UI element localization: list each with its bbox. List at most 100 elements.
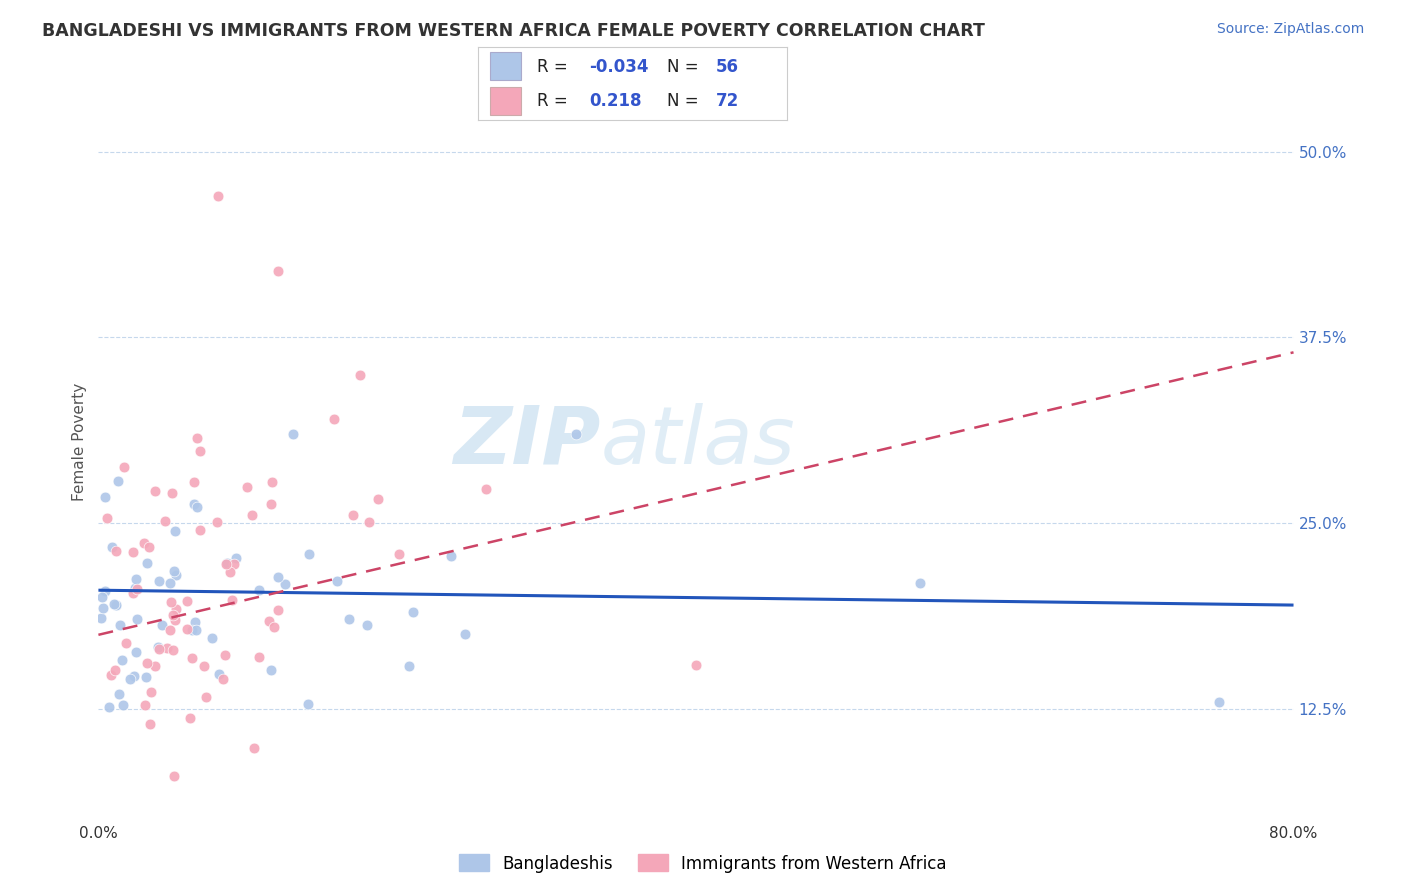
Point bbox=[225, 550, 247, 565]
Point bbox=[118, 673, 141, 687]
Point bbox=[160, 595, 183, 609]
Point bbox=[96, 511, 118, 525]
FancyBboxPatch shape bbox=[491, 87, 522, 114]
Point bbox=[176, 623, 198, 637]
Point bbox=[201, 631, 224, 645]
Point bbox=[138, 717, 160, 731]
Y-axis label: Female Poverty: Female Poverty bbox=[72, 383, 87, 500]
Point bbox=[183, 497, 205, 511]
Point bbox=[367, 491, 389, 506]
Point bbox=[193, 659, 215, 673]
Point bbox=[186, 623, 208, 637]
Point bbox=[181, 623, 204, 637]
Point bbox=[908, 575, 931, 590]
Point bbox=[143, 483, 166, 498]
Point bbox=[111, 653, 134, 667]
Point bbox=[127, 582, 149, 596]
Point bbox=[122, 586, 145, 600]
Point bbox=[356, 617, 378, 632]
Point bbox=[124, 581, 146, 595]
Point bbox=[125, 645, 148, 659]
Point bbox=[274, 576, 297, 591]
Point bbox=[242, 741, 264, 756]
Text: Source: ZipAtlas.com: Source: ZipAtlas.com bbox=[1216, 22, 1364, 37]
Point bbox=[260, 475, 283, 490]
Point bbox=[260, 497, 283, 511]
Point bbox=[143, 658, 166, 673]
Point bbox=[132, 536, 155, 550]
Point bbox=[104, 543, 127, 558]
Text: N =: N = bbox=[666, 58, 703, 76]
Point bbox=[156, 640, 179, 655]
Point bbox=[159, 576, 181, 591]
Point bbox=[176, 594, 198, 608]
Point bbox=[267, 603, 290, 617]
Point bbox=[165, 524, 187, 538]
Point bbox=[93, 490, 115, 504]
Point bbox=[165, 567, 187, 582]
Point bbox=[114, 636, 136, 650]
Text: atlas: atlas bbox=[600, 402, 796, 481]
Point bbox=[205, 516, 228, 530]
Point bbox=[181, 651, 204, 665]
Point bbox=[150, 618, 173, 632]
Point bbox=[183, 475, 205, 489]
FancyBboxPatch shape bbox=[491, 53, 522, 80]
Point bbox=[134, 698, 156, 713]
Point bbox=[183, 615, 205, 630]
Point bbox=[211, 673, 233, 687]
Point bbox=[112, 459, 135, 474]
Point bbox=[267, 263, 290, 277]
Point bbox=[108, 687, 131, 701]
Point bbox=[219, 565, 242, 579]
Text: R =: R = bbox=[537, 92, 572, 110]
Point bbox=[122, 544, 145, 558]
Point bbox=[101, 540, 124, 554]
Text: -0.034: -0.034 bbox=[589, 58, 650, 76]
Point bbox=[90, 611, 112, 625]
Text: 72: 72 bbox=[716, 92, 740, 110]
Point bbox=[247, 650, 270, 665]
Point bbox=[298, 547, 321, 561]
Point bbox=[236, 480, 259, 494]
Point bbox=[247, 583, 270, 598]
Point bbox=[214, 648, 236, 662]
Point bbox=[398, 659, 420, 673]
Point bbox=[322, 411, 344, 425]
Point bbox=[402, 605, 425, 619]
Point bbox=[260, 663, 283, 677]
Point bbox=[105, 598, 128, 612]
Point bbox=[162, 608, 184, 623]
Point bbox=[107, 474, 129, 488]
Text: 0.218: 0.218 bbox=[589, 92, 643, 110]
Point bbox=[186, 431, 208, 445]
Point bbox=[263, 620, 285, 634]
Point bbox=[146, 640, 169, 654]
Point bbox=[125, 573, 148, 587]
Point bbox=[155, 514, 177, 528]
Point bbox=[685, 657, 707, 672]
Point bbox=[139, 685, 162, 699]
Point bbox=[162, 486, 184, 500]
Point bbox=[136, 556, 159, 570]
Point bbox=[105, 598, 128, 612]
Point bbox=[454, 626, 477, 640]
Point bbox=[1208, 695, 1230, 709]
Point bbox=[208, 667, 231, 681]
Text: 56: 56 bbox=[716, 58, 740, 76]
Point bbox=[165, 602, 187, 616]
Point bbox=[357, 516, 380, 530]
Point bbox=[162, 643, 184, 657]
Point bbox=[349, 368, 371, 382]
Point bbox=[103, 597, 125, 611]
Point bbox=[94, 584, 117, 599]
Point bbox=[127, 612, 149, 626]
Point bbox=[91, 591, 114, 605]
Point bbox=[221, 593, 243, 607]
Point bbox=[440, 549, 463, 564]
Point bbox=[240, 508, 263, 522]
Point bbox=[98, 700, 121, 714]
Point bbox=[148, 642, 170, 657]
Point bbox=[281, 427, 304, 442]
Point bbox=[100, 667, 122, 681]
